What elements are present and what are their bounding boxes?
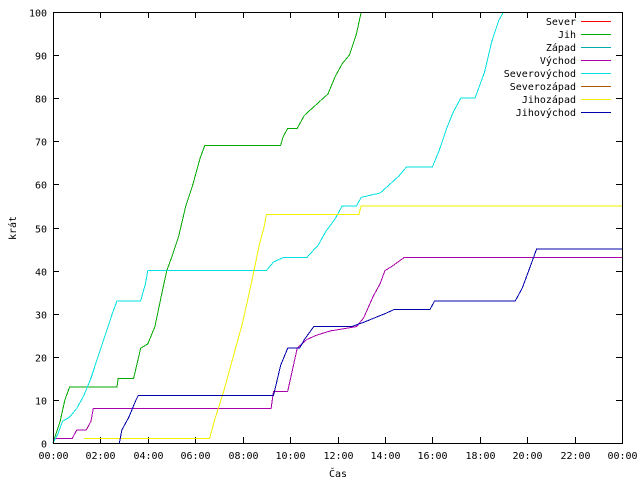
x-tick-label: 00:00 <box>38 451 68 462</box>
x-tick-label: 00:00 <box>607 451 637 462</box>
y-tick-label: 10 <box>35 397 47 408</box>
series-lines <box>52 11 622 444</box>
y-tick-label: 40 <box>35 268 47 279</box>
y-tick-label: 80 <box>35 95 47 106</box>
x-tick-label: 14:00 <box>370 451 400 462</box>
y-tick-label: 90 <box>35 52 47 63</box>
plot-border <box>53 12 623 444</box>
x-tick-label: 06:00 <box>180 451 210 462</box>
series-line <box>52 11 504 444</box>
x-tick-label: 18:00 <box>465 451 495 462</box>
legend-label: Východ <box>540 55 576 67</box>
x-tick-label: 22:00 <box>560 451 590 462</box>
legend-label: Severovýchod <box>504 68 576 80</box>
y-tick-label: 70 <box>35 138 47 149</box>
y-axis-label: krát <box>7 216 19 240</box>
axis-ticks: 0 10 20 30 40 50 60 70 80 90 100 00:00 02:00 04:00 06:… <box>29 9 638 463</box>
legend: Sever JihZápadVýchodSeverovýchodSeverozáp… <box>504 17 611 119</box>
y-tick-label: 50 <box>35 225 47 236</box>
series-line <box>52 11 362 444</box>
legend-label: Severozápad <box>510 81 576 93</box>
x-tick-label: 10:00 <box>275 451 305 462</box>
legend-label: Jihovýchod <box>516 107 576 119</box>
y-tick-label: 60 <box>35 181 47 192</box>
x-tick-label: 08:00 <box>228 451 258 462</box>
series-line <box>118 248 622 444</box>
y-tick-label: 0 <box>41 440 47 451</box>
y-tick-label: 30 <box>35 311 47 322</box>
legend-label: Jih <box>558 30 576 41</box>
legend-label: Sever <box>546 17 576 28</box>
x-tick-label: 20:00 <box>512 451 542 462</box>
x-tick-label: 02:00 <box>85 451 115 462</box>
y-tick-label: 20 <box>35 354 47 365</box>
x-axis-label: Čas <box>329 467 347 480</box>
legend-label: Západ <box>546 42 576 54</box>
y-tick-label: 100 <box>29 9 47 20</box>
x-tick-label: 16:00 <box>417 451 447 462</box>
x-tick-label: 04:00 <box>133 451 163 462</box>
legend-label: Jihozápad <box>522 94 576 106</box>
x-tick-label: 12:00 <box>323 451 353 462</box>
series-line <box>83 205 622 440</box>
